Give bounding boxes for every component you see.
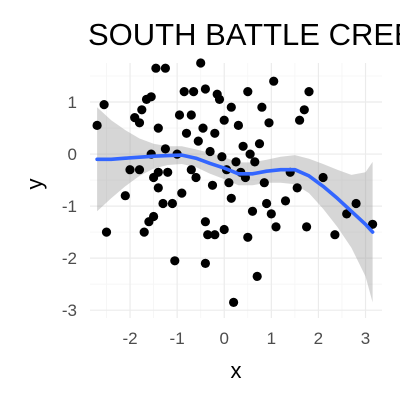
x-axis-ticks: -2 -1 0 1 2 3 xyxy=(122,329,370,348)
data-point xyxy=(262,198,272,209)
data-point xyxy=(243,87,253,97)
confidence-band-layer xyxy=(97,107,373,303)
data-point xyxy=(160,144,170,154)
data-point xyxy=(174,110,185,120)
data-point xyxy=(318,172,328,183)
data-point xyxy=(186,110,196,120)
data-point xyxy=(200,84,210,94)
data-point xyxy=(254,139,265,149)
data-point xyxy=(186,165,196,175)
y-axis-label: y xyxy=(22,179,47,190)
data-points-layer xyxy=(92,58,378,307)
data-point xyxy=(224,178,234,188)
data-point xyxy=(217,152,227,162)
data-point xyxy=(264,118,274,128)
data-point xyxy=(198,123,208,133)
data-point xyxy=(292,183,302,193)
data-point xyxy=(134,118,145,128)
data-point xyxy=(214,94,225,104)
data-point xyxy=(219,115,229,125)
data-point xyxy=(250,157,260,167)
y-tick-label: -3 xyxy=(62,301,77,320)
data-point xyxy=(196,58,206,68)
x-tick-label: 2 xyxy=(314,329,323,348)
data-point xyxy=(280,196,291,206)
data-point xyxy=(200,258,210,268)
y-axis-ticks: -3 -2 -1 0 1 xyxy=(62,93,77,320)
data-point xyxy=(243,232,253,242)
data-point xyxy=(92,120,102,130)
data-point xyxy=(302,222,312,232)
data-point xyxy=(219,224,229,235)
data-point xyxy=(158,198,168,209)
x-tick-label: 1 xyxy=(267,329,276,348)
data-point xyxy=(200,217,210,227)
major-gridlines xyxy=(90,63,382,318)
data-point xyxy=(120,191,130,201)
data-point xyxy=(170,256,180,266)
data-point xyxy=(160,63,170,73)
data-point xyxy=(330,230,340,240)
data-point xyxy=(191,172,201,183)
data-point xyxy=(226,102,236,112)
data-point xyxy=(245,149,255,159)
data-point xyxy=(167,198,177,209)
data-point xyxy=(181,128,192,138)
data-point xyxy=(210,128,220,138)
data-point xyxy=(101,227,112,237)
data-point xyxy=(137,105,147,115)
data-point xyxy=(299,105,309,115)
data-point xyxy=(231,157,241,167)
data-point xyxy=(146,92,156,102)
data-point xyxy=(189,87,199,97)
smooth-line-layer xyxy=(95,153,375,234)
data-point xyxy=(252,271,262,281)
data-point xyxy=(229,297,239,307)
x-tick-label: -2 xyxy=(122,329,137,348)
data-point xyxy=(226,193,236,203)
chart-title: SOUTH BATTLE CREEK xyxy=(88,17,400,52)
data-point xyxy=(163,167,173,177)
data-point xyxy=(193,136,203,146)
y-tick-label: -1 xyxy=(62,197,77,216)
data-point xyxy=(257,102,267,112)
x-tick-label: -1 xyxy=(170,329,185,348)
data-point xyxy=(203,230,213,240)
data-point xyxy=(238,141,248,151)
data-point xyxy=(295,115,305,125)
x-axis-label: x xyxy=(231,358,242,383)
y-tick-label: -2 xyxy=(62,249,77,268)
data-point xyxy=(266,209,276,219)
data-point xyxy=(269,76,279,86)
data-point xyxy=(304,87,314,97)
data-point xyxy=(125,165,135,175)
confidence-band xyxy=(97,107,373,303)
data-point xyxy=(153,183,163,193)
data-point xyxy=(207,180,218,190)
data-point xyxy=(368,219,378,229)
x-tick-label: 0 xyxy=(219,329,228,348)
data-point xyxy=(134,165,145,175)
data-point xyxy=(342,209,352,219)
data-point xyxy=(179,87,189,97)
data-point xyxy=(177,188,187,198)
data-point xyxy=(259,178,269,188)
data-point xyxy=(99,100,109,110)
smooth-trend-line xyxy=(95,153,375,234)
data-point xyxy=(149,211,159,222)
data-point xyxy=(210,230,220,240)
data-point xyxy=(151,63,161,73)
data-point xyxy=(351,198,361,209)
data-point xyxy=(153,167,163,177)
data-point xyxy=(153,123,163,133)
data-point xyxy=(139,227,149,237)
data-point xyxy=(205,146,215,157)
data-point xyxy=(233,120,243,130)
x-tick-label: 3 xyxy=(361,329,370,348)
y-tick-label: 0 xyxy=(68,145,77,164)
y-tick-label: 1 xyxy=(68,93,77,112)
data-point xyxy=(271,222,281,232)
data-point xyxy=(247,206,258,216)
